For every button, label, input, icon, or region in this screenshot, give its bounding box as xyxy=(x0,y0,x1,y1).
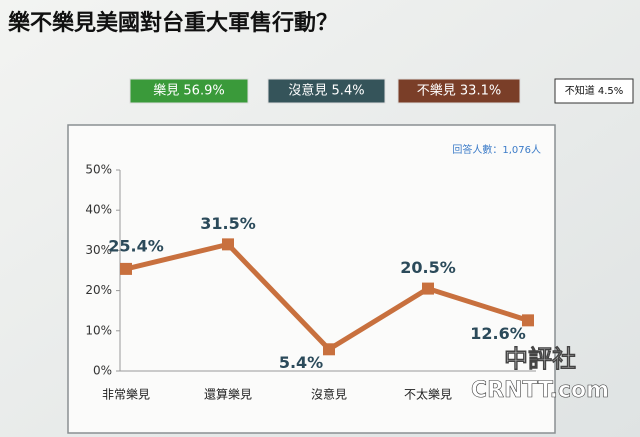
marker xyxy=(222,238,234,251)
y-tick-label: 0% xyxy=(93,364,112,378)
summary-label: 樂見 56.9% xyxy=(153,83,224,99)
y-tick-label: 20% xyxy=(85,283,112,297)
y-tick-label: 50% xyxy=(85,163,112,177)
value-label: 20.5% xyxy=(400,258,456,277)
watermark: CRNTT.com xyxy=(471,378,609,403)
y-tick-label: 10% xyxy=(85,323,112,337)
summary-box xyxy=(554,78,634,104)
x-tick-label: 還算樂見 xyxy=(204,387,252,402)
note: 回答人數：1,076人 xyxy=(452,143,541,156)
value-label: 12.6% xyxy=(470,324,526,343)
chart-frame xyxy=(67,124,556,434)
summary-box xyxy=(397,78,521,104)
marker xyxy=(522,314,534,327)
x-tick-label: 非常樂見 xyxy=(102,387,150,402)
summary-label: 沒意見 5.4% xyxy=(288,83,364,99)
value-label: 5.4% xyxy=(279,353,323,372)
y-tick-label: 40% xyxy=(85,203,112,217)
summary-label: 不樂見 33.1% xyxy=(417,83,501,99)
value-label: 25.4% xyxy=(108,236,164,255)
x-tick-label: 沒意見 xyxy=(311,387,347,402)
marker xyxy=(120,262,132,275)
watermark: 中評社 xyxy=(504,345,576,373)
y-tick-label: 30% xyxy=(85,243,112,257)
chart-title: 樂不樂見美國對台重大軍售行動？ xyxy=(8,10,338,36)
x-tick-label: 不太樂見 xyxy=(404,387,452,402)
summary-label: 不知道 4.5% xyxy=(565,84,624,97)
marker xyxy=(422,282,434,295)
value-label: 31.5% xyxy=(200,214,256,233)
marker xyxy=(323,343,335,356)
summary-box xyxy=(267,78,386,104)
summary-box xyxy=(129,78,249,104)
